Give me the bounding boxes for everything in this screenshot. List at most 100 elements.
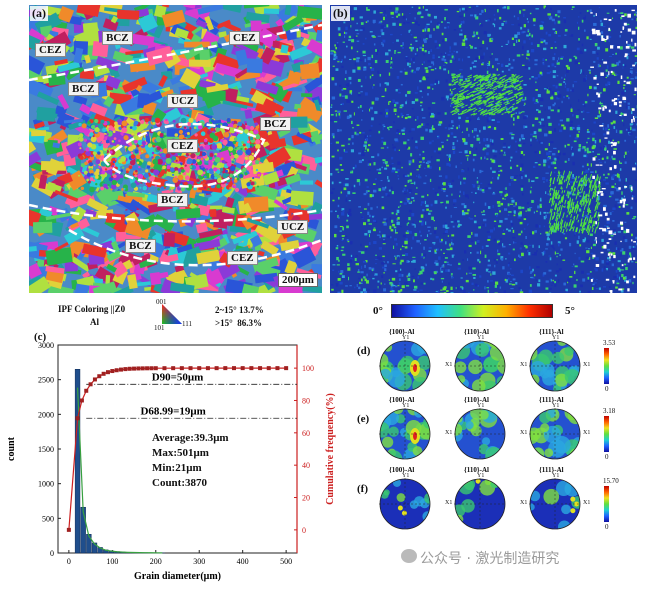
pole-axis-x: X1 xyxy=(583,430,590,436)
cumulative-point xyxy=(215,366,219,370)
cumulative-point xyxy=(132,367,136,371)
zone-label-ucz: UCZ xyxy=(277,220,308,234)
pole-axis-x: X1 xyxy=(520,500,527,506)
y2-axis-label: Cumulative frequency(%) xyxy=(325,393,336,505)
misorientation-high: >15° 86.3% xyxy=(215,318,262,328)
colorbar-max: 3.53 xyxy=(603,339,615,347)
cumulative-point xyxy=(93,377,97,381)
kam-colorbar xyxy=(391,304,553,318)
pole-colorbar xyxy=(604,348,609,384)
y-tick-label: 1500 xyxy=(38,445,54,454)
cumulative-point xyxy=(110,369,114,373)
pole-axis-y: Y1 xyxy=(552,403,559,409)
pole-axis-x: X1 xyxy=(520,362,527,368)
x-tick-label: 500 xyxy=(280,557,292,566)
zone-label-bcz: BCZ xyxy=(68,82,99,96)
pole-figure xyxy=(529,340,581,397)
panel-a-tag: (a) xyxy=(30,6,48,21)
y-tick-label: 2500 xyxy=(38,376,54,385)
pole-axis-y: Y1 xyxy=(552,335,559,341)
panel-b-tag: (b) xyxy=(331,6,350,21)
x-tick-label: 0 xyxy=(67,557,71,566)
pole-figure xyxy=(379,340,431,397)
d90-label: D90=50μm xyxy=(152,371,204,383)
cumulative-point xyxy=(145,366,149,370)
cumulative-point xyxy=(197,366,201,370)
pole-axis-x: X1 xyxy=(520,430,527,436)
kam-max-label: 5° xyxy=(565,305,575,317)
cumulative-point xyxy=(223,366,227,370)
pole-axis-y: Y1 xyxy=(477,335,484,341)
ipf-legend-title: IPF Coloring ||Z0 xyxy=(58,304,125,314)
x-axis-label: Grain diameter(μm) xyxy=(134,571,221,582)
chart-stats-box: Average:39.3μm Max:501μm Min:21μm Count:… xyxy=(152,431,229,491)
y2-tick-label: 0 xyxy=(302,526,306,535)
pole-axis-x: X1 xyxy=(583,500,590,506)
cumulative-point xyxy=(154,366,158,370)
pole-axis-x: X1 xyxy=(445,362,452,368)
stat-average: Average:39.3μm xyxy=(152,431,229,446)
cumulative-point xyxy=(67,528,71,532)
misorientation-low: 2~15° 13.7% xyxy=(215,305,264,315)
cumulative-point xyxy=(232,366,236,370)
pole-figure xyxy=(529,478,581,535)
zone-label-bcz: BCZ xyxy=(157,193,188,207)
x-tick-label: 100 xyxy=(106,557,118,566)
cumulative-point xyxy=(89,382,93,386)
kam-map-image xyxy=(330,5,637,293)
cumulative-point xyxy=(97,374,101,378)
cumulative-point xyxy=(189,366,193,370)
pole-axis-y: Y1 xyxy=(402,403,409,409)
x-tick-label: 400 xyxy=(237,557,249,566)
pole-axis-y: Y1 xyxy=(402,335,409,341)
cumulative-point xyxy=(136,366,140,370)
zone-label-bcz: BCZ xyxy=(125,239,156,253)
y-axis-label: count xyxy=(6,436,17,461)
cumulative-point xyxy=(84,389,88,393)
ipf-triangle: 001 101 111 xyxy=(156,300,190,330)
y-tick-label: 500 xyxy=(42,514,54,523)
panel-c-tag: (c) xyxy=(34,331,46,343)
pole-axis-x: X1 xyxy=(583,362,590,368)
y-tick-label: 1000 xyxy=(38,480,54,489)
cumulative-point xyxy=(106,370,110,374)
stat-min: Min:21μm xyxy=(152,461,229,476)
pole-figure xyxy=(379,478,431,535)
cumulative-point xyxy=(171,366,175,370)
pole-axis-y: Y1 xyxy=(552,473,559,479)
y2-tick-label: 60 xyxy=(302,429,310,438)
cumulative-point xyxy=(162,366,166,370)
cumulative-point xyxy=(76,416,80,420)
cumulative-point xyxy=(115,368,119,372)
stat-max: Max:501μm xyxy=(152,446,229,461)
cumulative-point xyxy=(249,366,253,370)
tri-label-top: 001 xyxy=(156,298,167,306)
row-tag-d: (d) xyxy=(357,345,370,357)
y2-tick-label: 100 xyxy=(302,364,314,373)
colorbar-min: 0 xyxy=(605,385,609,393)
cumulative-point xyxy=(275,366,279,370)
kam-min-label: 0° xyxy=(373,305,383,317)
colorbar-max: 15.70 xyxy=(603,477,619,485)
cumulative-point xyxy=(258,366,262,370)
cumulative-point xyxy=(141,366,145,370)
zone-label-cez: CEZ xyxy=(167,139,198,153)
pole-figure xyxy=(454,478,506,535)
zone-label-ucz: UCZ xyxy=(167,94,198,108)
cumulative-point xyxy=(180,366,184,370)
pole-figure xyxy=(454,408,506,465)
pole-figure xyxy=(454,340,506,397)
row-tag-f: (f) xyxy=(357,483,368,495)
y2-tick-label: 80 xyxy=(302,396,310,405)
x-tick-label: 200 xyxy=(150,557,162,566)
cumulative-point xyxy=(102,372,106,376)
cumulative-point xyxy=(284,366,288,370)
cumulative-point xyxy=(80,398,84,402)
zone-label-cez: CEZ xyxy=(229,31,260,45)
row-tag-e: (e) xyxy=(357,413,369,425)
cumulative-point xyxy=(149,366,153,370)
tri-label-right: 111 xyxy=(182,320,192,328)
y2-tick-label: 20 xyxy=(302,494,310,503)
zone-label-cez: CEZ xyxy=(35,43,66,57)
pole-axis-x: X1 xyxy=(445,500,452,506)
